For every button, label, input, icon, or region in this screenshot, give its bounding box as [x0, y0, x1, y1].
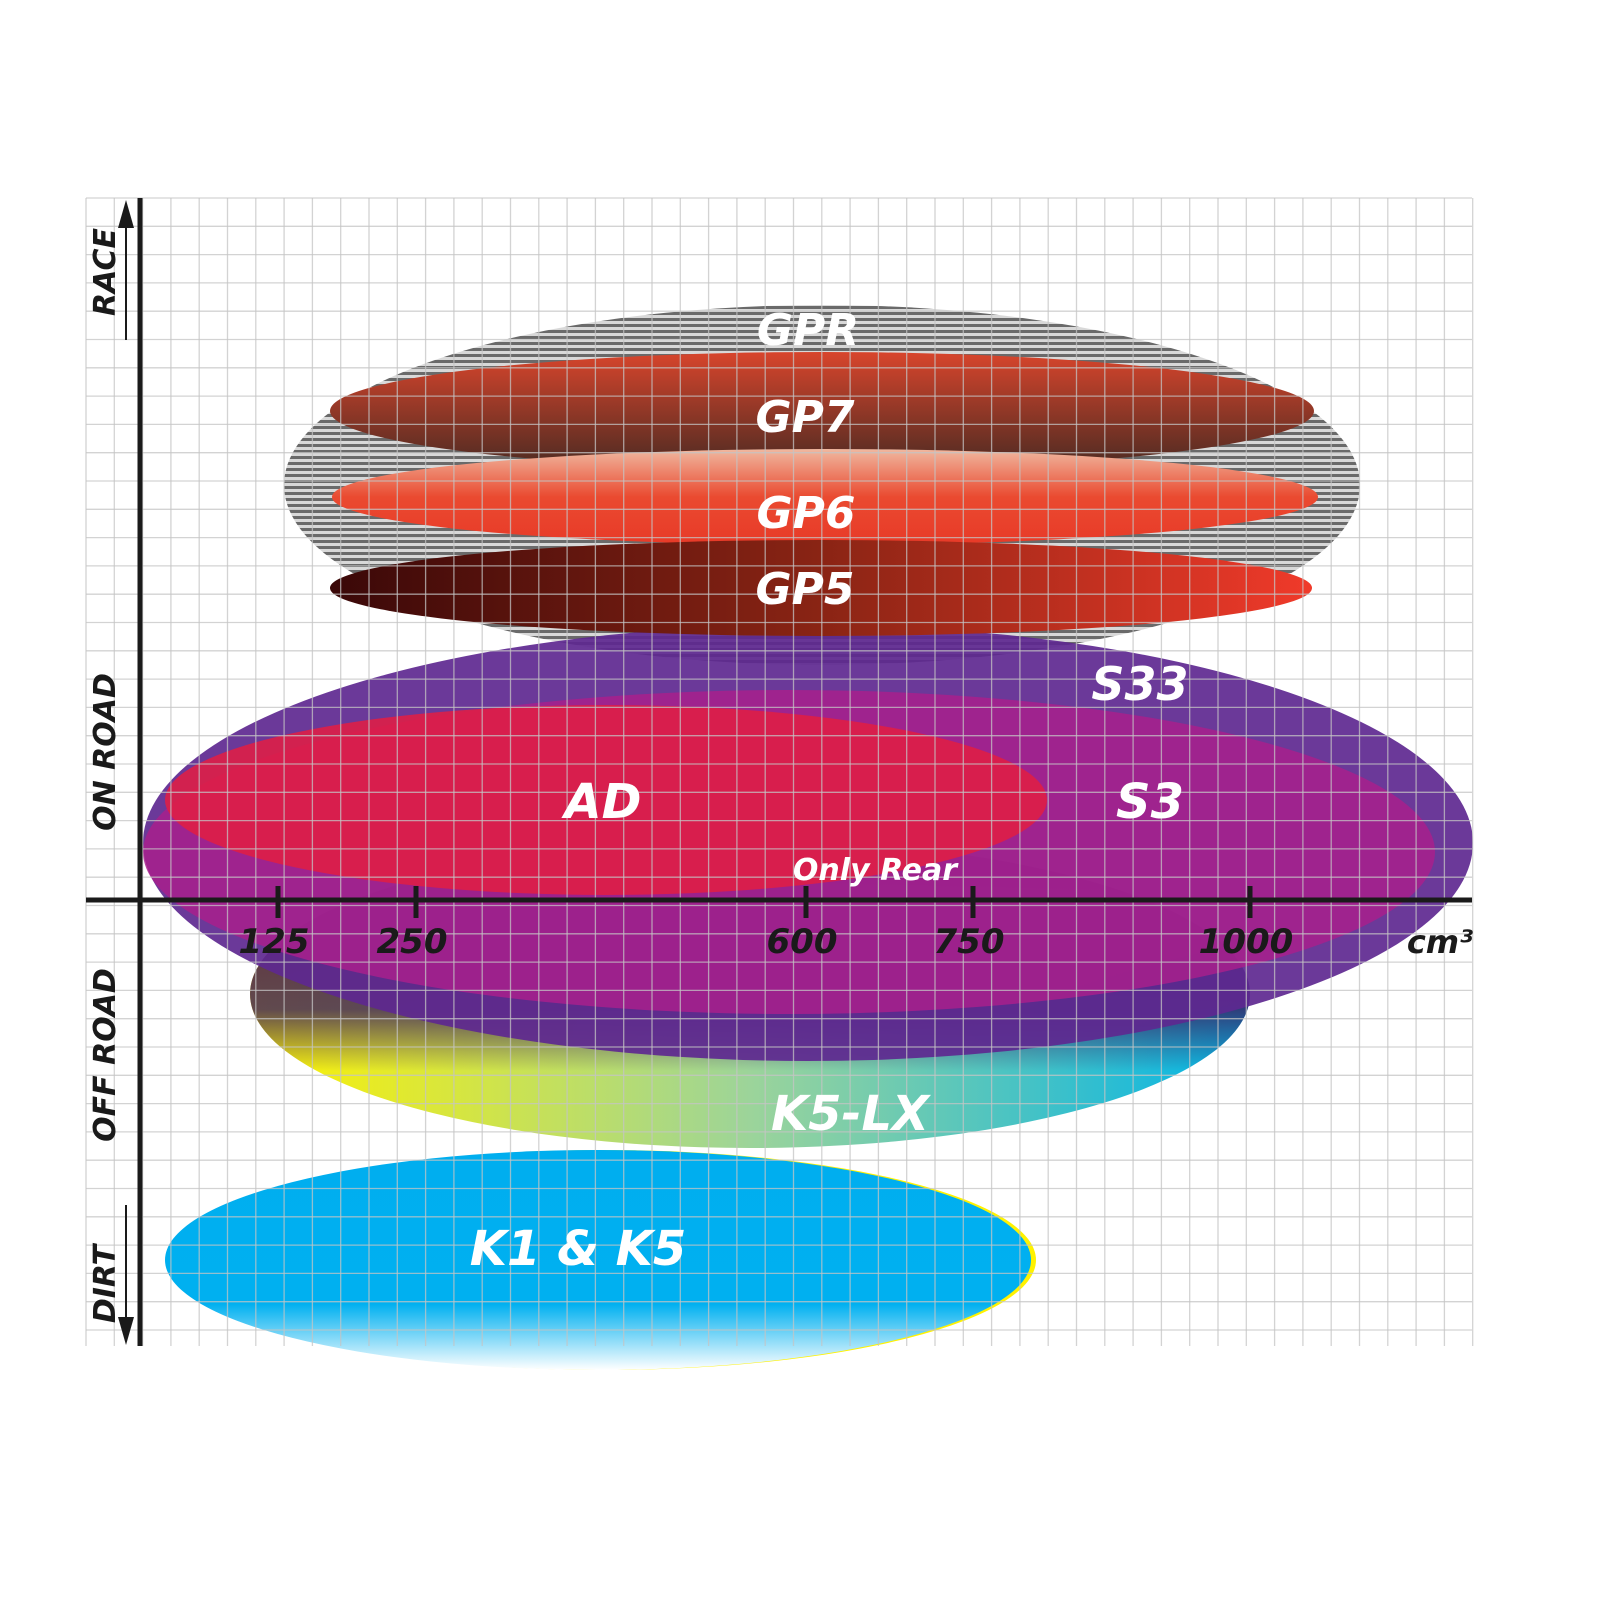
label-ad: AD: [561, 774, 642, 830]
ellipse-gp5: [330, 540, 1312, 636]
x-tick-label: 750: [934, 922, 1005, 962]
label-s3: S3: [1116, 774, 1184, 830]
label-k5-lx: K5-LX: [771, 1086, 931, 1142]
label-only-rear: Only Rear: [793, 853, 959, 888]
x-tick-label: 250: [377, 922, 448, 962]
x-unit-label: cm³: [1407, 923, 1473, 961]
y-label-on-road: ON ROAD: [88, 673, 123, 831]
y-label-off-road: OFF ROAD: [88, 968, 123, 1142]
ellipse-gp6: [332, 449, 1318, 545]
label-gp7: GP7: [756, 392, 855, 443]
dirt-arrow-icon: [118, 1205, 134, 1345]
label-gp5: GP5: [756, 564, 855, 615]
race-arrow-icon: [118, 200, 134, 340]
label-k1-k5: K1 & K5: [470, 1221, 686, 1277]
label-gp6: GP6: [757, 488, 856, 539]
y-label-dirt: DIRT: [88, 1242, 123, 1323]
x-tick-label: 600: [767, 922, 838, 962]
label-gpr: GPR: [757, 305, 859, 356]
x-tick-label: 125: [239, 922, 310, 962]
x-tick-label: 1000: [1199, 922, 1294, 962]
ellipse-k1-k5: [165, 1150, 1031, 1370]
label-s33: S33: [1091, 657, 1188, 711]
grid: [85, 197, 1474, 1346]
ellipse-ad: [165, 705, 1047, 895]
y-label-race: RACE: [88, 228, 123, 316]
